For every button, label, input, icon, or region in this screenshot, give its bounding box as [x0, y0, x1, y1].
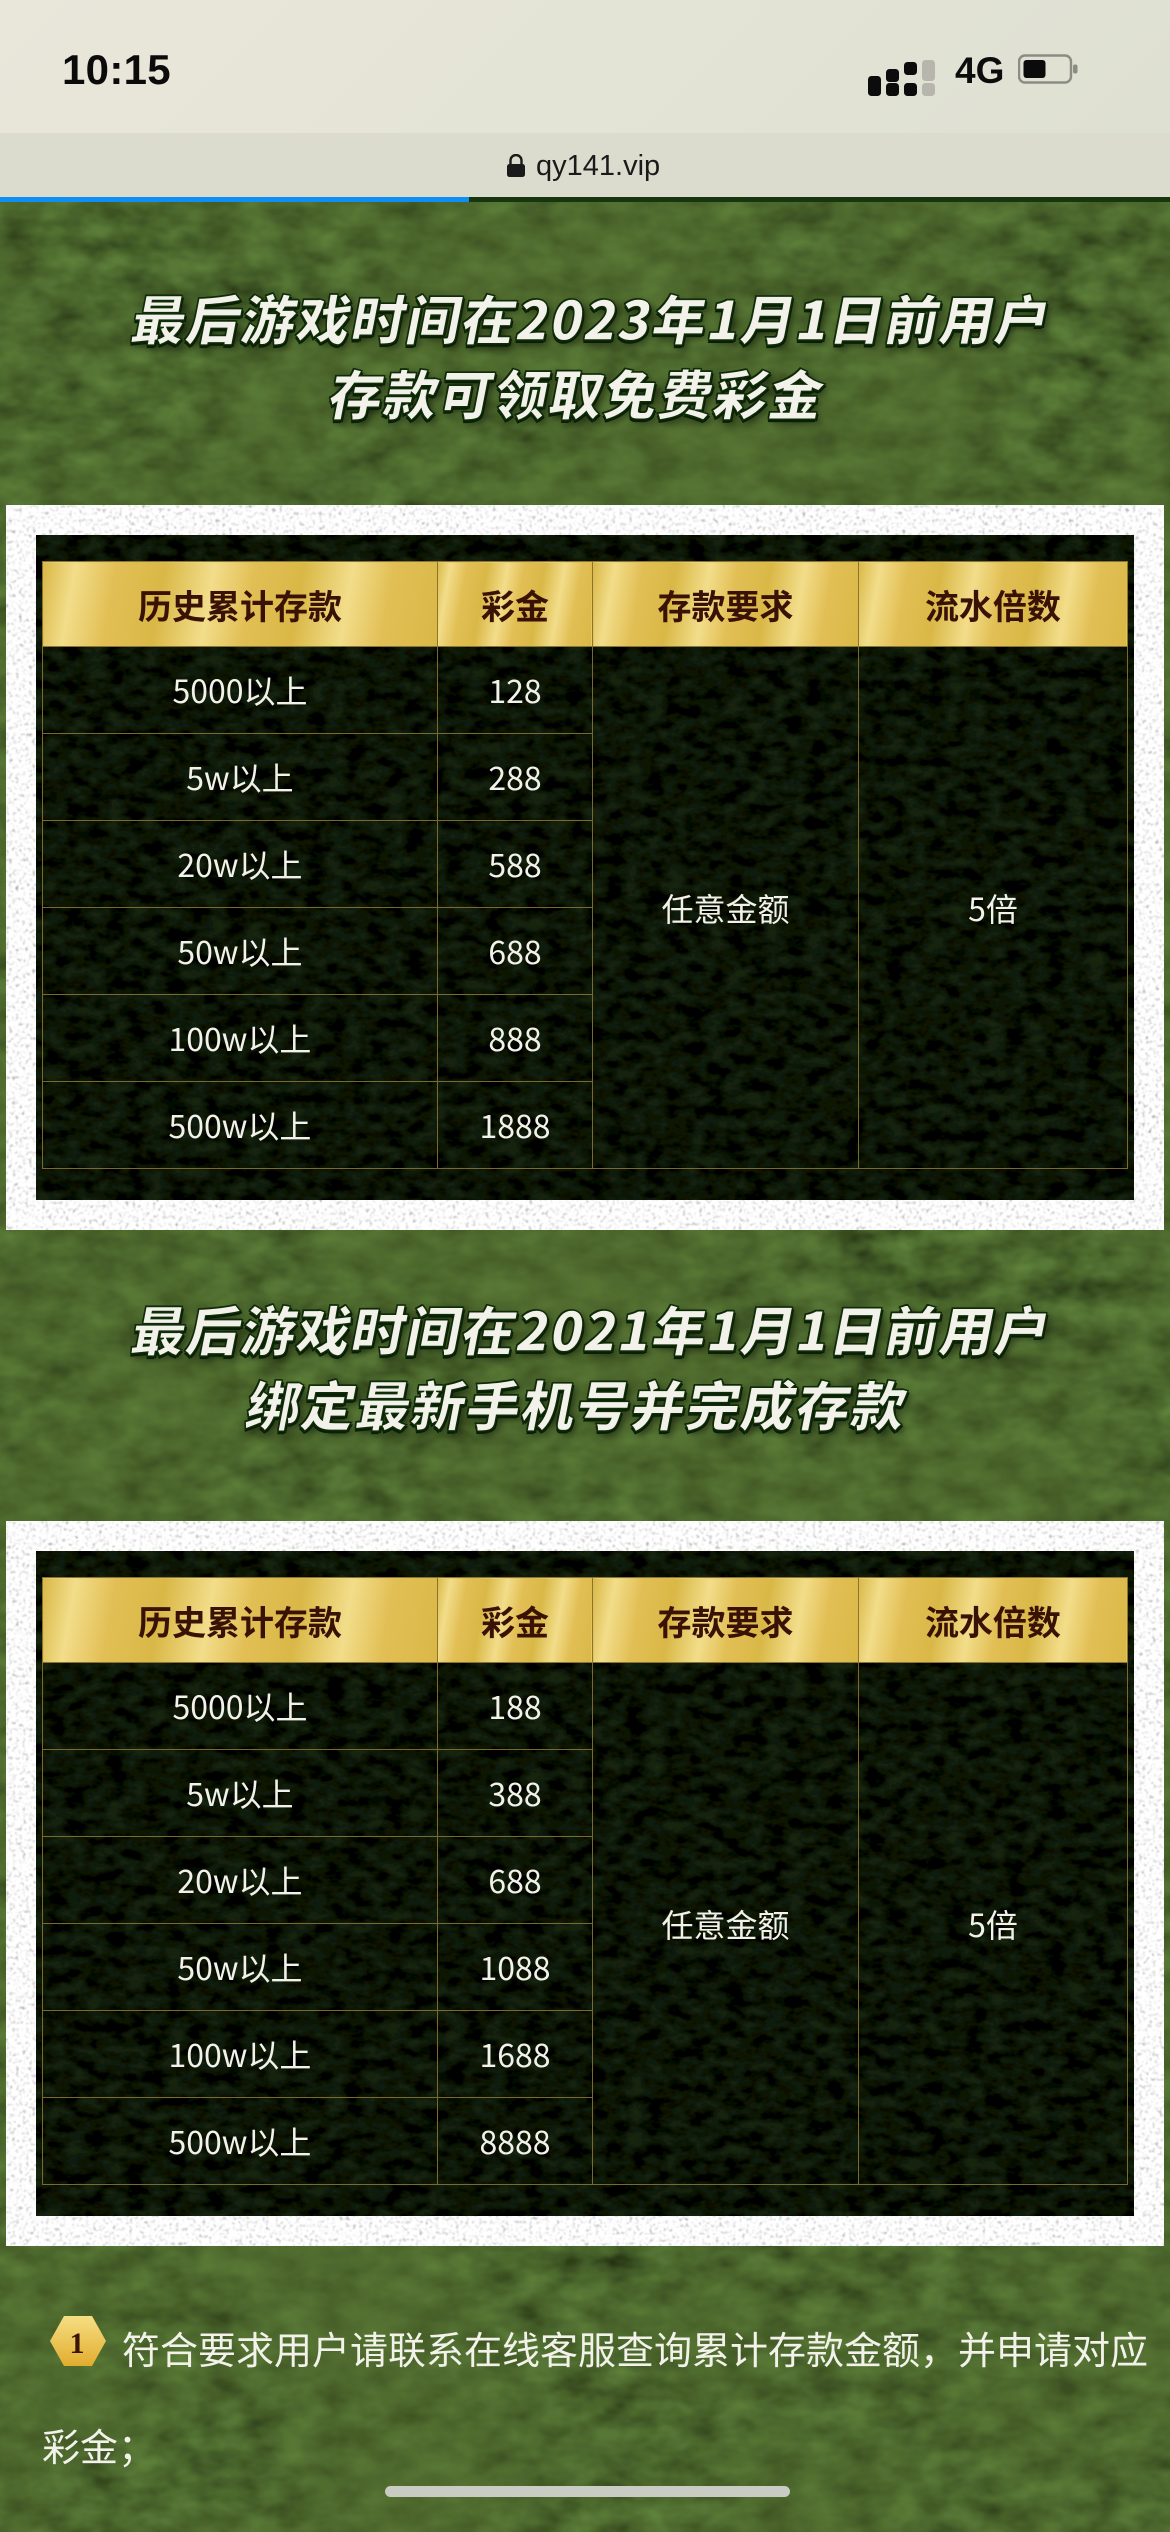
svg-text:1: 1: [70, 2327, 85, 2360]
